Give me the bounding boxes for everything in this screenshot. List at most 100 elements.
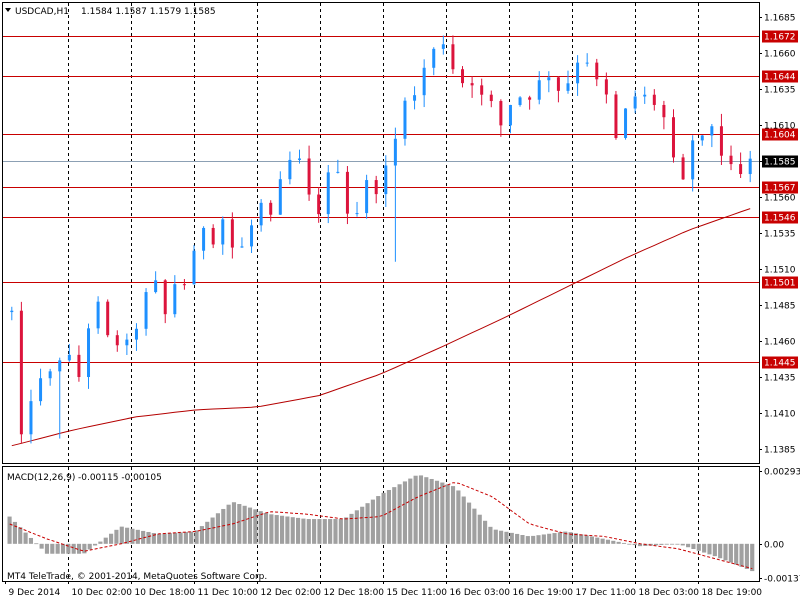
- macd-indicator: [7, 475, 755, 572]
- macd-histogram-bar: [263, 512, 269, 544]
- bear-candle-body: [614, 94, 618, 138]
- macd-histogram-bar: [167, 533, 172, 544]
- bear-candle-body: [345, 171, 349, 214]
- macd-histogram-bar: [50, 543, 55, 554]
- bull-candle-body: [221, 219, 225, 245]
- bear-candle-body: [163, 280, 167, 315]
- macd-histogram-bar: [515, 533, 520, 544]
- time-tick-label: 10 Dec 18:00: [135, 588, 196, 598]
- macd-histogram-bar: [12, 521, 17, 544]
- macd-histogram-bar: [472, 508, 477, 544]
- price-tick-label: 1.1635: [764, 86, 796, 96]
- price-tick-label: 1.1535: [764, 230, 796, 240]
- macd-histogram-bar: [488, 526, 493, 544]
- bull-candle-body: [518, 97, 522, 105]
- macd-histogram-bar: [215, 513, 221, 544]
- bear-candle-body: [470, 83, 474, 86]
- macd-histogram-bar: [547, 533, 552, 544]
- bull-candle-body: [413, 95, 417, 101]
- macd-histogram-bar: [178, 532, 183, 544]
- price-tick-label: 1.1410: [764, 410, 796, 420]
- bull-candle-body: [576, 62, 580, 84]
- bull-candle-body: [39, 378, 43, 402]
- macd-histogram-bar: [450, 486, 456, 544]
- copyright-text: MT4 TeleTrade, © 2001-2014, MetaQuotes S…: [7, 572, 267, 582]
- bull-candle-body: [125, 339, 129, 346]
- macd-histogram-bar: [627, 543, 632, 545]
- bear-candle-body: [719, 126, 723, 156]
- level-tag-box: [762, 276, 798, 289]
- macd-histogram-bar: [429, 478, 434, 544]
- macd-histogram-bar: [242, 505, 247, 544]
- bull-candle-body: [384, 165, 388, 195]
- macd-histogram-bar: [365, 503, 370, 544]
- bull-candle-body: [508, 104, 512, 126]
- macd-histogram-bar: [183, 532, 188, 544]
- bear-candle-body: [115, 335, 119, 346]
- macd-histogram-bar: [109, 533, 114, 544]
- bull-candle-body: [643, 94, 647, 97]
- bear-candle-body: [662, 104, 666, 118]
- macd-histogram-bar: [734, 543, 739, 565]
- macd-histogram-bar: [504, 531, 509, 544]
- candlestick-series: [10, 35, 752, 444]
- macd-title: MACD(12,26,9): [7, 473, 75, 483]
- macd-histogram-bar: [82, 543, 87, 554]
- bear-candle-body: [604, 79, 608, 95]
- macd-histogram-bar: [237, 504, 242, 544]
- bull-candle-body: [710, 126, 714, 136]
- macd-histogram-bar: [499, 530, 504, 544]
- macd-histogram-bar: [103, 537, 108, 544]
- macd-histogram-bar: [718, 543, 723, 559]
- macd-histogram-bar: [338, 519, 343, 544]
- macd-histogram-bar: [408, 478, 413, 544]
- bull-candle-body: [566, 83, 570, 91]
- bull-candle-body: [173, 284, 177, 315]
- bull-candle-body: [10, 310, 14, 313]
- macd-histogram-bar: [290, 517, 295, 544]
- bull-candle-body: [192, 250, 196, 285]
- main-panel-frame: [2, 2, 760, 464]
- macd-histogram-bar: [595, 537, 600, 544]
- macd-histogram-bar: [723, 543, 728, 561]
- macd-histogram-bar: [600, 538, 605, 544]
- support-resistance-levels[interactable]: [3, 36, 759, 363]
- price-tick-label: 1.1610: [764, 122, 796, 132]
- macd-axis: 0.00293 0.00 -0.00137: [759, 468, 800, 585]
- time-tick-label: 18 Dec 03:00: [639, 588, 700, 598]
- macd-histogram-bar: [670, 543, 675, 545]
- level-tag-label: 1.1604: [764, 131, 796, 141]
- macd-histogram-bar: [130, 528, 135, 544]
- chart-menu-triangle-icon[interactable]: [5, 8, 11, 12]
- macd-histogram-bar: [397, 484, 402, 544]
- price-tick-label: 1.1685: [764, 14, 796, 24]
- macd-histogram-bar: [312, 519, 317, 544]
- bull-candle-body: [422, 67, 426, 96]
- bear-candle-body: [461, 69, 465, 84]
- level-tag-box: [762, 181, 798, 194]
- macd-histogram-bar: [7, 516, 12, 544]
- bull-candle-body: [58, 360, 62, 372]
- macd-histogram-bar: [76, 543, 82, 554]
- bull-candle-body: [96, 301, 100, 329]
- macd-histogram-bar: [424, 477, 429, 544]
- macd-histogram-bar: [376, 496, 381, 544]
- macd-histogram-bar: [675, 543, 680, 545]
- level-tag-label: 1.1567: [764, 184, 796, 194]
- macd-tick-label: 0.00293: [764, 468, 800, 478]
- macd-histogram-bar: [659, 543, 664, 545]
- bull-candle-body: [547, 77, 551, 81]
- macd-histogram-bar: [162, 533, 167, 544]
- bull-candle-body: [633, 96, 637, 109]
- macd-histogram-bar: [520, 535, 525, 544]
- level-tag-box: [762, 356, 798, 369]
- bear-candle-body: [480, 85, 484, 95]
- macd-histogram-bar: [637, 543, 643, 547]
- macd-histogram-bar: [750, 543, 755, 572]
- chart-symbol: USDCAD,H1: [15, 7, 69, 17]
- macd-histogram-bar: [584, 535, 589, 544]
- time-tick-label: 12 Dec 18:00: [324, 588, 385, 598]
- level-tag-box: [762, 30, 798, 43]
